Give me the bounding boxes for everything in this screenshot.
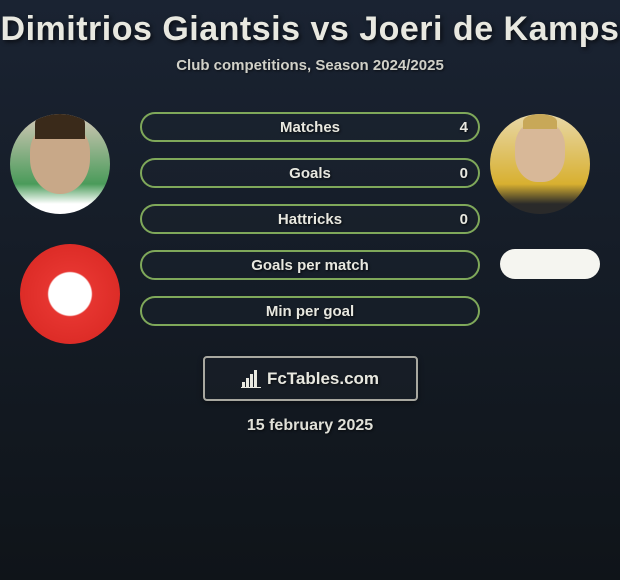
stat-row-goals: Goals 0 xyxy=(140,158,480,188)
date-text: 15 february 2025 xyxy=(0,417,620,435)
stat-label: Min per goal xyxy=(266,303,354,320)
stat-label: Hattricks xyxy=(278,211,342,228)
club-right-badge xyxy=(500,249,600,279)
subtitle: Club competitions, Season 2024/2025 xyxy=(0,57,620,74)
face-icon xyxy=(30,124,90,194)
stat-row-min-per-goal: Min per goal xyxy=(140,296,480,326)
stat-row-goals-per-match: Goals per match xyxy=(140,250,480,280)
stat-value-right: 0 xyxy=(460,165,468,182)
club-left-badge xyxy=(20,244,120,344)
comparison-card: Dimitrios Giantsis vs Joeri de Kamps Clu… xyxy=(0,0,620,435)
player-right-avatar xyxy=(490,114,590,214)
stat-row-matches: Matches 4 xyxy=(140,112,480,142)
stat-label: Matches xyxy=(280,119,340,136)
player-left-avatar xyxy=(10,114,110,214)
stat-label: Goals xyxy=(289,165,331,182)
face-icon xyxy=(515,122,565,182)
stat-rows: Matches 4 Goals 0 Hattricks 0 Goals per … xyxy=(140,112,480,342)
stats-area: Matches 4 Goals 0 Hattricks 0 Goals per … xyxy=(0,104,620,344)
brand-text: FcTables.com xyxy=(267,369,379,389)
stat-value-right: 4 xyxy=(460,119,468,136)
stat-row-hattricks: Hattricks 0 xyxy=(140,204,480,234)
stat-value-right: 0 xyxy=(460,211,468,228)
page-title: Dimitrios Giantsis vs Joeri de Kamps xyxy=(0,10,620,49)
brand-badge: FcTables.com xyxy=(203,356,418,401)
bar-chart-icon xyxy=(241,370,261,388)
stat-label: Goals per match xyxy=(251,257,369,274)
